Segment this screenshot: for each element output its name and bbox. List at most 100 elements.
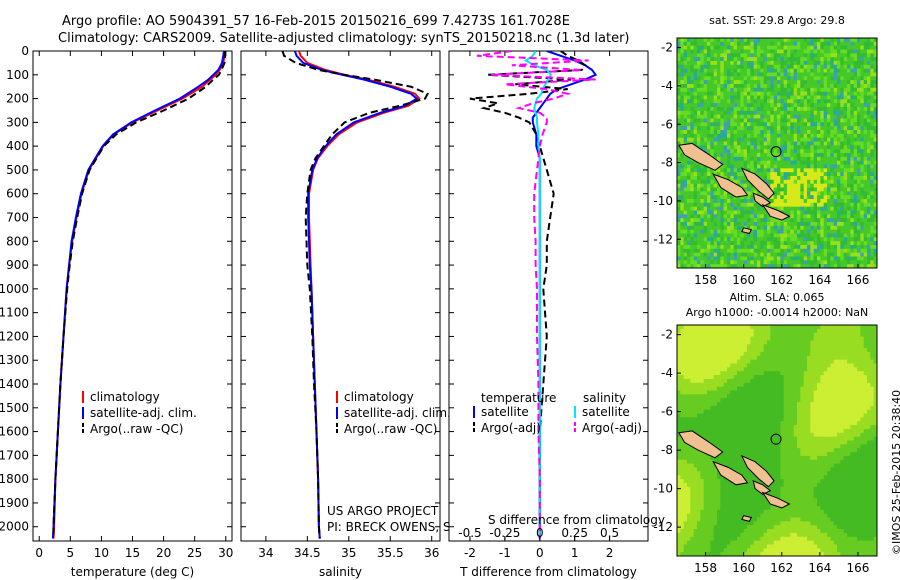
sst-map-cell (843, 126, 848, 131)
sst-map-cell (753, 210, 758, 215)
sst-map-cell (793, 38, 798, 43)
sla-map-cell (763, 390, 768, 395)
sst-map-cell (720, 91, 725, 96)
sst-map-cell (750, 149, 755, 154)
sst-map-cell (717, 237, 721, 242)
sst-map-cell (847, 145, 851, 150)
sst-map-cell (853, 149, 858, 154)
sst-map-cell (803, 141, 808, 146)
sst-map-cell (823, 80, 828, 85)
sla-map-cell (873, 355, 878, 361)
sst-map-cell (810, 199, 815, 204)
sst-map-cell (677, 248, 681, 254)
sst-map-cell (767, 45, 771, 50)
sst-map-cell (717, 87, 721, 93)
sst-map-cell (753, 233, 758, 238)
sla-map-cell (783, 390, 788, 395)
sst-map-cell (703, 80, 708, 85)
sst-map-cell (860, 114, 865, 119)
sst-map-cell (740, 179, 745, 185)
sst-map-cell (813, 107, 818, 112)
sst-map-cell (780, 118, 785, 123)
sst-lat-tick-label: -12 (653, 232, 673, 246)
sst-map-cell (780, 57, 785, 62)
sst-map-cell (753, 91, 758, 96)
sst-map-cell (817, 57, 821, 62)
sst-map-cell (837, 87, 841, 93)
sst-map-cell (790, 229, 795, 234)
sst-map-cell (763, 91, 768, 96)
sst-map-cell (727, 225, 731, 231)
sst-map-cell (700, 252, 705, 257)
sla-map-cell (840, 382, 845, 387)
sst-map-cell (773, 95, 778, 100)
difference-xtick-label: 0 (536, 546, 544, 560)
sla-map-cell (697, 328, 701, 334)
sla-map-cell (843, 355, 848, 361)
sla-map-cell (707, 375, 711, 380)
sla-map-cell (863, 378, 868, 384)
sst-map-cell (677, 176, 681, 181)
sst-map-cell (863, 164, 868, 169)
sst-map-cell (820, 87, 825, 93)
sst-map-cell (820, 110, 825, 116)
sst-map-cell (693, 141, 698, 146)
sst-map-cell (793, 68, 798, 73)
sla-map-cell (843, 359, 848, 364)
sla-map-cell (870, 367, 875, 372)
sst-map-cell (687, 76, 691, 81)
sst-map-cell (750, 183, 755, 188)
sla-map-cell (810, 367, 815, 372)
sla-map-cell (690, 394, 695, 399)
sst-map-cell (817, 80, 821, 85)
sst-map-cell (777, 95, 781, 100)
sla-map-cell (860, 325, 865, 330)
sst-map-cell (863, 172, 868, 177)
sst-map-cell (770, 264, 775, 269)
sst-map-cell (857, 133, 861, 139)
sst-map-cell (733, 149, 738, 154)
sla-map-cell (847, 367, 851, 372)
sla-map-cell (797, 351, 801, 357)
sst-map-cell (773, 64, 778, 70)
sst-map-cell (790, 183, 795, 188)
sla-map-cell (807, 336, 811, 341)
sla-map-cell (797, 340, 801, 345)
sdiff-tick-label: 0 (536, 526, 544, 540)
sst-map-cell (767, 84, 771, 89)
sst-map-cell (697, 233, 701, 238)
sla-map-cell (697, 378, 701, 384)
sst-map-cell (737, 53, 741, 58)
sla-map-cell (833, 386, 838, 391)
sst-map-cell (817, 179, 821, 185)
sst-island (712, 173, 749, 198)
sst-map-cell (807, 156, 811, 162)
sla-map-cell (800, 359, 805, 364)
sst-map-cell (873, 183, 878, 188)
sla-map-cell (787, 363, 791, 368)
sst-map-cell (820, 245, 825, 250)
sst-map-cell (790, 206, 795, 211)
sst-map-cell (870, 176, 875, 181)
sst-map-cell (683, 103, 688, 108)
sst-map-cell (783, 183, 788, 188)
sla-map-cell (713, 371, 718, 376)
sst-map-cell (817, 214, 821, 219)
sst-map-cell (797, 118, 801, 123)
sst-map-cell (807, 53, 811, 58)
sla-map-cell (820, 363, 825, 368)
sla-map-cell (853, 363, 858, 368)
sla-map-cell (747, 355, 751, 361)
sst-map-cell (810, 153, 815, 158)
sst-map-cell (860, 118, 865, 123)
sst-map-cell (740, 233, 745, 238)
sst-map-cell (817, 252, 821, 257)
sst-map-cell (870, 245, 875, 250)
sst-map-cell (760, 233, 765, 238)
sst-map-cell (707, 199, 711, 204)
sst-map-cell (823, 87, 828, 93)
sst-map-cell (747, 156, 751, 162)
sst-map-cell (730, 206, 735, 211)
sst-map-cell (743, 137, 748, 142)
sla-map-cell (753, 355, 758, 361)
